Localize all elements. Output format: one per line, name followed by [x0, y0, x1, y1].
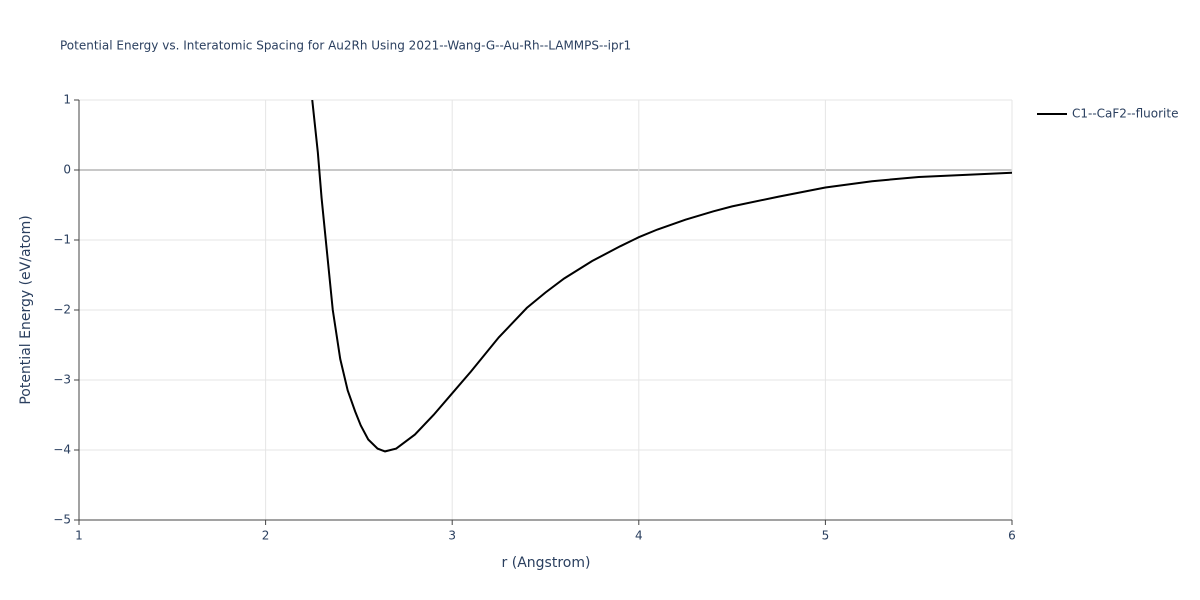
y-tick-label: −5: [53, 513, 71, 527]
chart-title: Potential Energy vs. Interatomic Spacing…: [60, 39, 631, 53]
y-tick-label: −4: [53, 443, 71, 457]
y-tick-label: −2: [53, 303, 71, 317]
x-tick-label: 4: [635, 529, 643, 543]
x-tick-label: 6: [1008, 529, 1016, 543]
x-tick-label: 5: [822, 529, 830, 543]
y-tick-label: −1: [53, 233, 71, 247]
y-axis-label: Potential Energy (eV/atom): [18, 215, 34, 404]
y-tick-label: 1: [63, 93, 71, 107]
y-tick-label: 0: [63, 163, 71, 177]
legend-label: C1--CaF2--fluorite: [1072, 107, 1178, 121]
y-tick-label: −3: [53, 373, 71, 387]
x-tick-label: 1: [75, 529, 83, 543]
x-tick-label: 3: [448, 529, 456, 543]
x-axis-label: r (Angstrom): [502, 555, 591, 571]
x-tick-label: 2: [262, 529, 270, 543]
line-series: [311, 100, 1012, 453]
